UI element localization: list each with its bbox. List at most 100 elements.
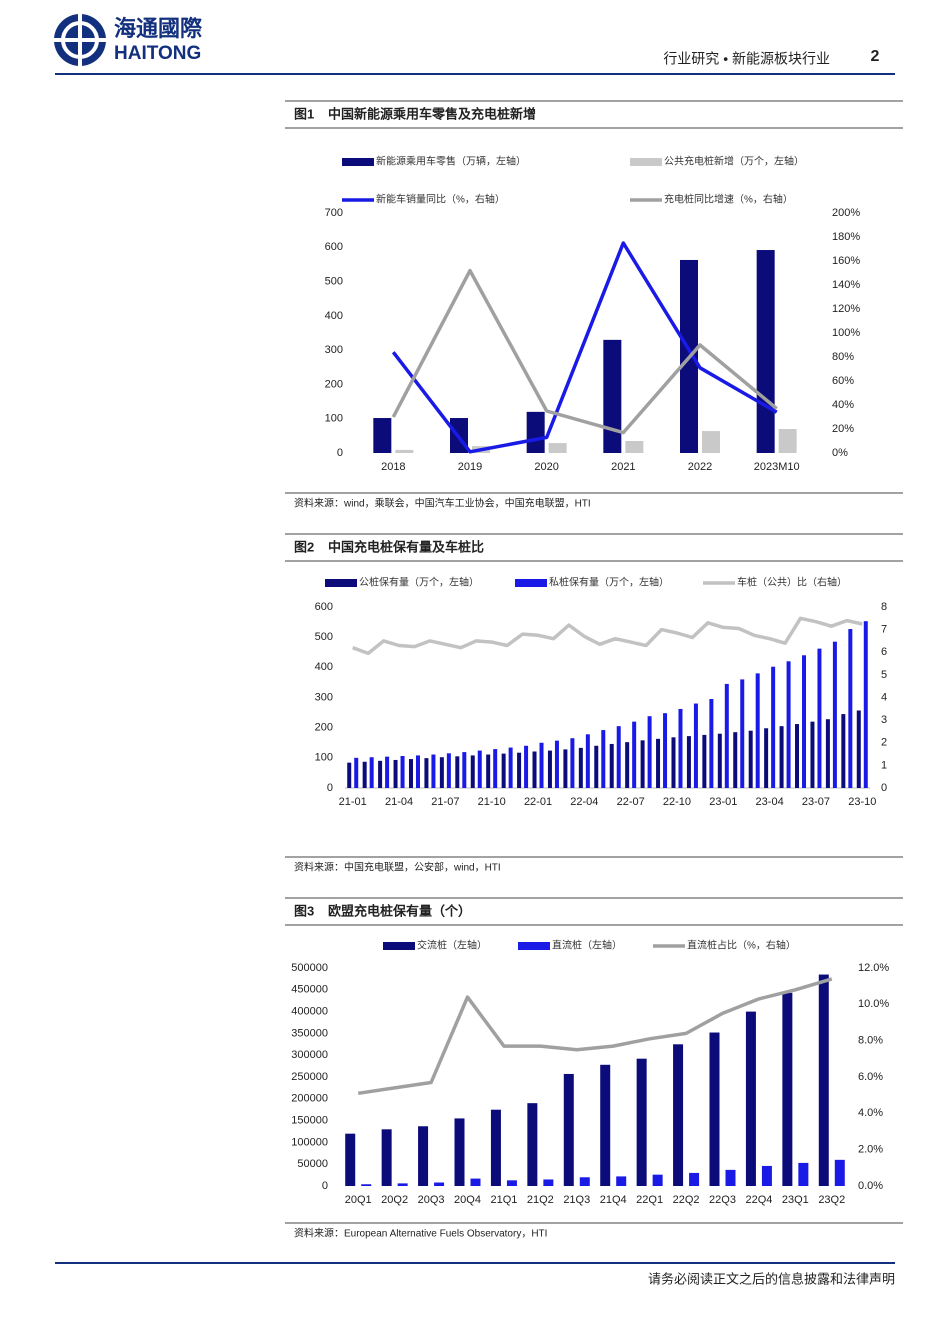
y2-tick-label: 60%: [832, 375, 854, 387]
legend-swatch: [518, 942, 550, 950]
y2-tick-label: 0.0%: [858, 1180, 883, 1192]
x-tick-label: 22-10: [663, 796, 691, 808]
bar: [424, 758, 429, 788]
bar: [415, 755, 420, 788]
bar: [756, 250, 775, 453]
bar: [600, 1064, 611, 1186]
y2-tick-label: 10.0%: [858, 998, 889, 1010]
y-tick-label: 300: [315, 691, 333, 703]
figure-label: 图2: [294, 539, 314, 554]
legend-label: 车桩（公共）比（右轴）: [737, 576, 847, 589]
y-tick-label: 500: [325, 275, 343, 287]
x-tick-label: 21Q1: [490, 1194, 517, 1206]
bar: [693, 703, 698, 788]
bar: [656, 738, 661, 788]
bar: [848, 629, 853, 788]
bar: [673, 1044, 684, 1186]
source: 资料来源：中国充电联盟，公安部，wind，HTI: [294, 861, 501, 874]
y-tick-label: 600: [325, 241, 343, 253]
y-tick-label: 100: [325, 413, 343, 425]
y-tick-label: 300000: [291, 1049, 328, 1061]
bar: [771, 666, 776, 788]
legend-swatch: [383, 942, 415, 950]
y-tick-label: 500000: [291, 962, 328, 974]
bar: [470, 755, 475, 788]
x-tick-label: 23-04: [756, 796, 784, 808]
x-tick-label: 23-10: [848, 796, 876, 808]
y2-tick-label: 80%: [832, 351, 854, 363]
y-tick-label: 0: [322, 1180, 328, 1192]
x-tick-label: 22Q4: [745, 1194, 772, 1206]
bar: [724, 683, 729, 788]
y-tick-label: 250000: [291, 1071, 328, 1083]
footer-note: 请务必阅读正文之后的信息披露和法律声明: [648, 1271, 895, 1286]
bar: [841, 714, 846, 788]
y2-tick-label: 12.0%: [858, 962, 889, 974]
legend-label: 新能源乘用车零售（万辆，左轴）: [376, 155, 526, 168]
bar: [779, 726, 784, 788]
legend-label: 公共充电桩新增（万个，左轴）: [664, 155, 804, 168]
bar: [818, 974, 829, 1186]
x-tick-label: 20Q4: [454, 1194, 481, 1206]
bar: [381, 1129, 392, 1186]
line-series: [391, 241, 778, 454]
y2-tick-label: 4.0%: [858, 1107, 883, 1119]
y-tick-label: 400000: [291, 1006, 328, 1018]
legend-swatch: [630, 158, 662, 166]
x-tick-label: 21-04: [385, 796, 413, 808]
bar: [524, 745, 529, 788]
line-series: [352, 616, 863, 656]
x-tick-label: 21Q3: [563, 1194, 590, 1206]
x-tick-label: 23-07: [802, 796, 830, 808]
source: 资料来源：European Alternative Fuels Observat…: [294, 1227, 547, 1240]
legend-swatch: [325, 579, 357, 587]
y2-tick-label: 6: [881, 646, 887, 658]
y2-tick-label: 0%: [832, 447, 848, 459]
bar: [764, 728, 769, 788]
y-tick-label: 400: [325, 310, 343, 322]
bar: [733, 732, 738, 788]
bar: [616, 726, 621, 788]
y-tick-label: 700: [325, 207, 343, 219]
y2-tick-label: 200%: [832, 207, 860, 219]
bar: [347, 762, 352, 788]
bar: [490, 1109, 501, 1186]
bar: [431, 754, 436, 788]
bar: [740, 679, 745, 788]
bar: [532, 751, 537, 788]
x-tick-label: 2019: [458, 461, 482, 473]
bar: [856, 710, 861, 788]
y-tick-label: 0: [327, 782, 333, 794]
legend-swatch: [342, 158, 374, 166]
bar: [506, 1180, 517, 1186]
line-series: [357, 977, 833, 1096]
bar: [418, 1126, 429, 1186]
bar: [863, 621, 868, 788]
x-tick-label: 21Q2: [527, 1194, 554, 1206]
bar: [616, 1176, 627, 1186]
bar: [477, 750, 482, 788]
y-tick-label: 50000: [297, 1158, 328, 1170]
y2-tick-label: 40%: [832, 399, 854, 411]
y-tick-label: 150000: [291, 1115, 328, 1127]
figure-title: 欧盟充电桩保有量（个）: [328, 903, 471, 918]
x-tick-label: 21-01: [339, 796, 367, 808]
bar: [554, 740, 559, 788]
bar: [609, 743, 614, 788]
bar: [454, 1118, 465, 1186]
x-tick-label: 2021: [611, 461, 635, 473]
y2-tick-label: 8: [881, 601, 887, 613]
bar: [702, 431, 720, 453]
bar: [755, 673, 760, 788]
bar: [678, 708, 683, 788]
bar: [748, 730, 753, 788]
y2-tick-label: 6.0%: [858, 1071, 883, 1083]
bar: [563, 749, 568, 788]
x-tick-label: 2023M10: [754, 461, 800, 473]
x-tick-label: 2018: [381, 461, 405, 473]
bar: [385, 756, 390, 788]
bar: [810, 721, 815, 788]
x-tick-label: 22-07: [617, 796, 645, 808]
bar: [601, 730, 606, 788]
